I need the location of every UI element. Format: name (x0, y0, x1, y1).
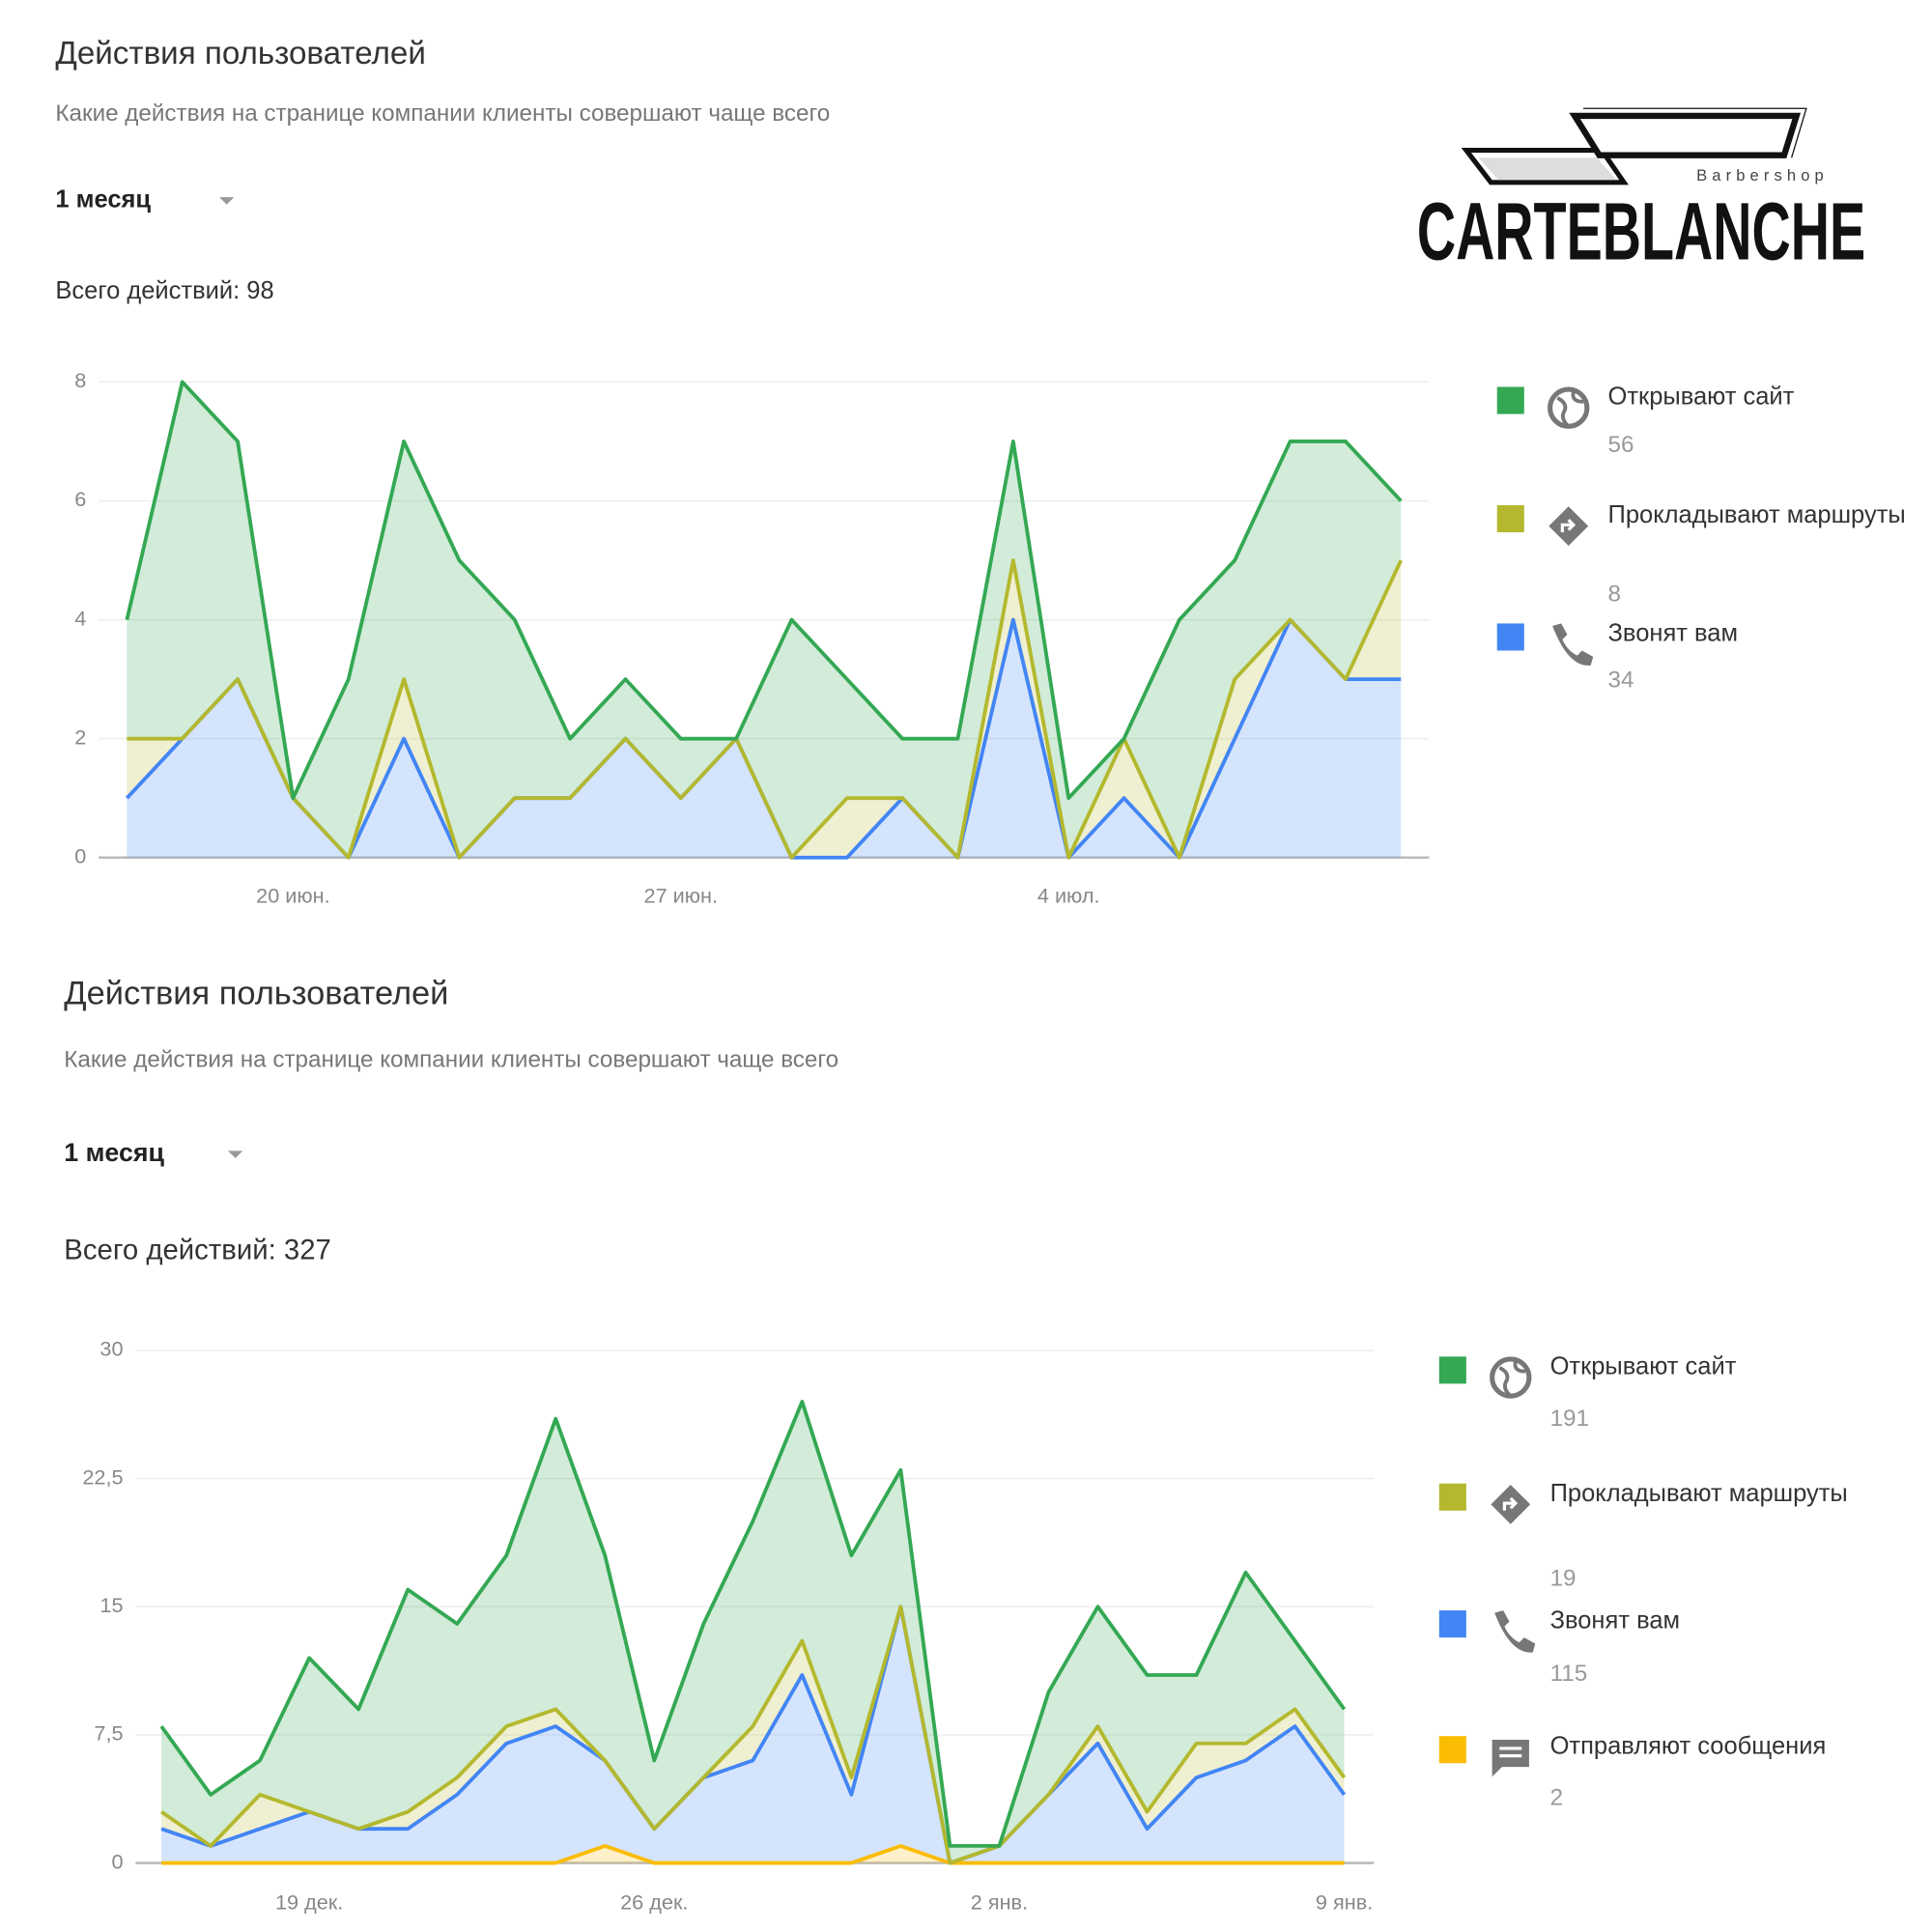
icon-route (1560, 519, 1577, 533)
area-line (127, 558, 1403, 860)
total-actions: Всего действий: 98 (55, 277, 273, 304)
period-dropdown[interactable]: 1 месяц (55, 186, 151, 213)
x-tick-label: 19 дек. (275, 1889, 343, 1914)
y-tick-label: 30 (99, 1337, 123, 1361)
area (127, 619, 1402, 858)
y-tick-label: 8 (74, 368, 86, 392)
icon-route (1502, 1496, 1519, 1511)
logo-shape (1583, 107, 1807, 158)
logo: Barbershop CARTEBLANCHE (1417, 107, 1865, 276)
legend-total: 115 (1550, 1661, 1588, 1687)
y-tick-label: 0 (74, 843, 86, 867)
y-tick-label: 22,5 (82, 1464, 123, 1489)
y-tick-label: 4 (74, 606, 86, 630)
area (161, 1402, 1345, 1863)
logo-shape (1569, 112, 1802, 158)
chart: Действия пользователей Какие действия на … (55, 36, 1905, 907)
y-tick-label: 6 (74, 487, 86, 511)
dropdown-arrow[interactable] (219, 197, 235, 205)
dropdown-arrow[interactable] (227, 1151, 243, 1158)
area-line (160, 1605, 1347, 1865)
logo-tagline: Barbershop (1696, 166, 1829, 185)
icon-globe (1490, 1356, 1532, 1399)
y-tick-label: 2 (74, 724, 86, 749)
x-tick-label: 9 янв. (1316, 1889, 1373, 1914)
legend-label: Прокладывают маршруты (1608, 501, 1906, 528)
y-tick-label: 7,5 (94, 1721, 123, 1746)
legend-label: Прокладывают маршруты (1550, 1480, 1848, 1507)
icon-message (1499, 1747, 1522, 1758)
legend-label: Звонят вам (1608, 620, 1738, 647)
chart-title: Действия пользователей (55, 36, 425, 71)
legend-total: 56 (1608, 432, 1634, 458)
y-tick-label: 0 (111, 1849, 123, 1873)
icon-globe (1556, 391, 1584, 427)
legend-total: 19 (1550, 1566, 1577, 1592)
legend-swatch (1496, 623, 1524, 651)
area (127, 382, 1402, 858)
x-tick-label: 27 июн. (644, 883, 718, 907)
chart-subtitle: Какие действия на странице компании клие… (55, 100, 830, 127)
icon-message (1492, 1740, 1529, 1777)
x-tick-label: 26 дек. (620, 1889, 688, 1914)
icon-phone (1552, 623, 1594, 666)
icon-globe (1498, 1360, 1526, 1397)
legend-total: 2 (1550, 1785, 1563, 1811)
chart-title: Действия пользователей (64, 976, 448, 1012)
chart: Действия пользователей Какие действия на … (64, 976, 1847, 1915)
period-dropdown[interactable]: 1 месяц (64, 1138, 164, 1167)
chart-subtitle: Какие действия на странице компании клие… (64, 1047, 838, 1073)
area-line (159, 1400, 1347, 1848)
area (161, 1606, 1345, 1863)
y-tick-label: 15 (99, 1593, 123, 1617)
legend-label: Отправляют сообщения (1550, 1732, 1827, 1759)
icon-phone (1494, 1610, 1536, 1653)
legend-total: 8 (1608, 581, 1621, 607)
legend-label: Звонят вам (1550, 1606, 1680, 1634)
logo-shape (1478, 157, 1617, 181)
legend-swatch (1438, 1610, 1466, 1638)
legend-swatch (1438, 1356, 1466, 1384)
legend-swatch (1496, 386, 1524, 414)
icon-globe (1548, 386, 1590, 429)
area-line (161, 1843, 1345, 1865)
x-tick-label: 20 июн. (256, 883, 329, 907)
x-tick-label: 2 янв. (971, 1889, 1028, 1914)
legend-label: Открывают сайт (1608, 384, 1795, 411)
area-line (125, 380, 1403, 801)
legend-total: 34 (1608, 668, 1634, 694)
legend-total: 191 (1550, 1406, 1589, 1432)
legend-label: Открывают сайт (1550, 1353, 1737, 1380)
logo-name: CARTEBLANCHE (1417, 185, 1865, 276)
legend-swatch (1496, 504, 1524, 533)
total-actions: Всего действий: 327 (64, 1235, 331, 1266)
legend-swatch (1438, 1483, 1466, 1511)
legend-swatch (1438, 1736, 1466, 1764)
area (161, 1606, 1345, 1863)
x-tick-label: 4 июл. (1037, 883, 1100, 907)
